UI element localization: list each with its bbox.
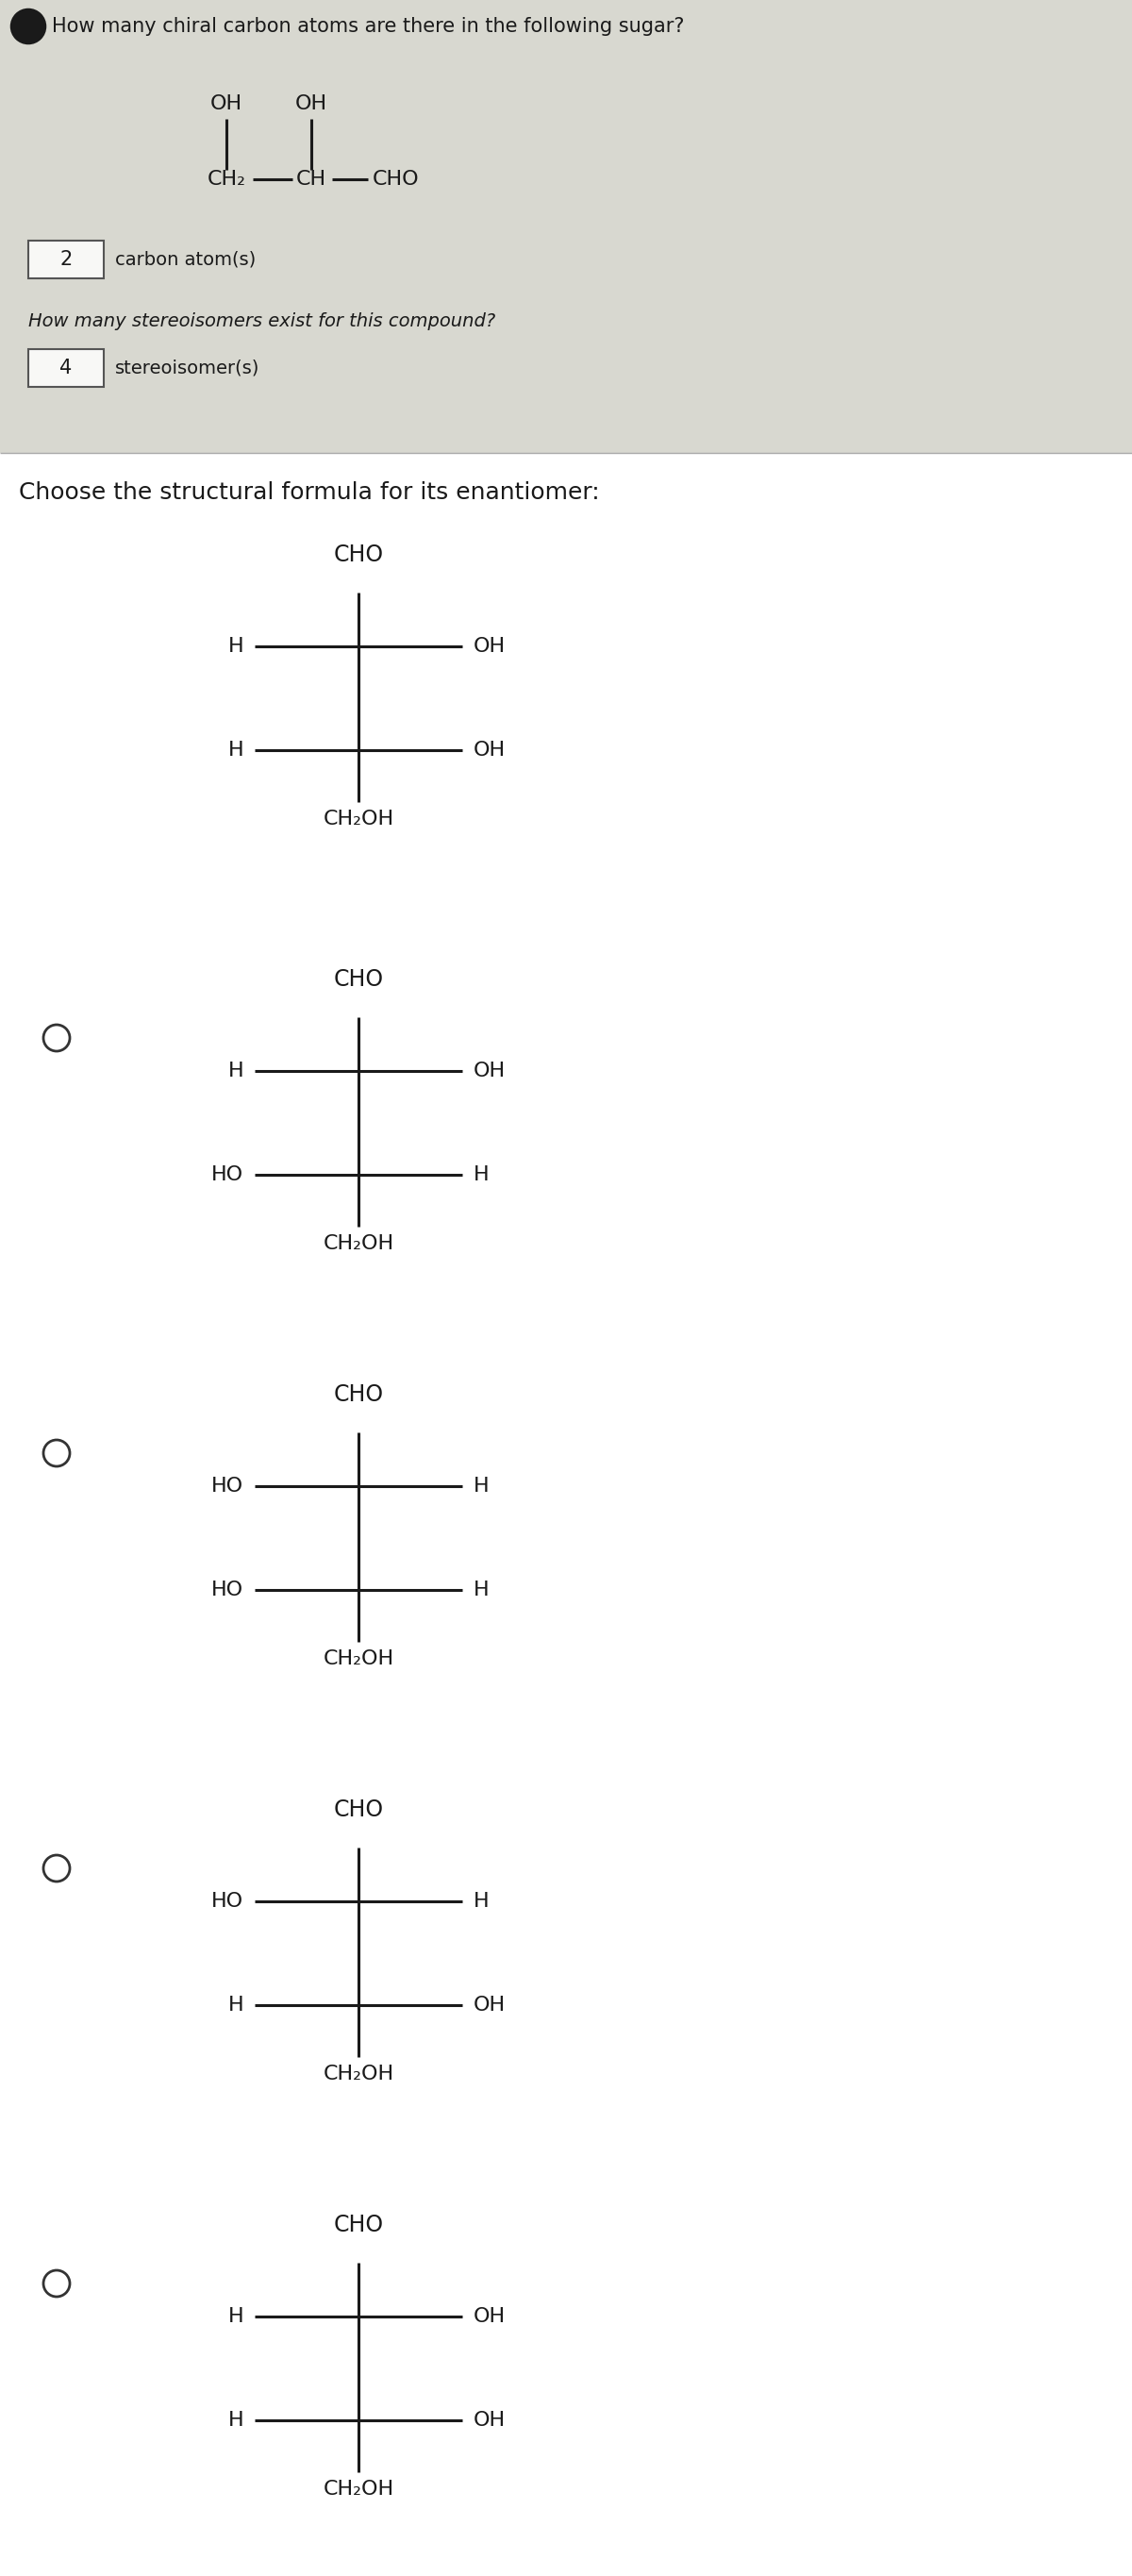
Text: CHO: CHO [334, 544, 384, 567]
Text: H: H [228, 2411, 243, 2429]
Text: OH: OH [473, 2411, 506, 2429]
Circle shape [11, 10, 45, 44]
Text: OH: OH [473, 2308, 506, 2326]
Text: CH: CH [297, 170, 326, 188]
Text: stereoisomer(s): stereoisomer(s) [115, 358, 259, 376]
Text: OH: OH [473, 742, 506, 760]
Text: How many chiral carbon atoms are there in the following sugar?: How many chiral carbon atoms are there i… [52, 18, 685, 36]
Text: CHO: CHO [334, 969, 384, 992]
Text: Choose the structural formula for its enantiomer:: Choose the structural formula for its en… [19, 482, 600, 505]
Text: CHO: CHO [334, 1383, 384, 1406]
Text: OH: OH [473, 1061, 506, 1079]
Text: OH: OH [473, 636, 506, 657]
Text: CHO: CHO [334, 2213, 384, 2236]
Text: H: H [228, 2308, 243, 2326]
Text: carbon atom(s): carbon atom(s) [115, 250, 256, 268]
Text: 2: 2 [60, 250, 72, 268]
Bar [0, 0, 1132, 453]
Text: OH: OH [295, 95, 327, 113]
Bar [0, 453, 1132, 2576]
Text: H: H [228, 1996, 243, 2014]
Text: HO: HO [212, 1164, 243, 1185]
Text: CH₂OH: CH₂OH [323, 1649, 394, 1669]
Text: CH₂: CH₂ [207, 170, 246, 188]
Text: H: H [473, 1476, 489, 1497]
Text: H: H [473, 1891, 489, 1911]
Text: H: H [473, 1164, 489, 1185]
Text: CHO: CHO [372, 170, 420, 188]
Text: H: H [228, 1061, 243, 1079]
Text: OH: OH [211, 95, 242, 113]
Text: HO: HO [212, 1476, 243, 1497]
Text: CH₂OH: CH₂OH [323, 2063, 394, 2084]
Text: H: H [228, 742, 243, 760]
Text: HO: HO [212, 1891, 243, 1911]
Text: CHO: CHO [334, 1798, 384, 1821]
Text: CH₂OH: CH₂OH [323, 1234, 394, 1252]
Text: H: H [473, 1582, 489, 1600]
Text: How many stereoisomers exist for this compound?: How many stereoisomers exist for this co… [28, 312, 496, 330]
Text: OH: OH [473, 1996, 506, 2014]
Text: H: H [228, 636, 243, 657]
Bar [28, 240, 104, 278]
Text: CH₂OH: CH₂OH [323, 2481, 394, 2499]
Text: CH₂OH: CH₂OH [323, 809, 394, 829]
Text: b: b [22, 18, 35, 36]
Bar [28, 350, 104, 386]
Text: HO: HO [212, 1582, 243, 1600]
Text: 4: 4 [60, 358, 72, 379]
